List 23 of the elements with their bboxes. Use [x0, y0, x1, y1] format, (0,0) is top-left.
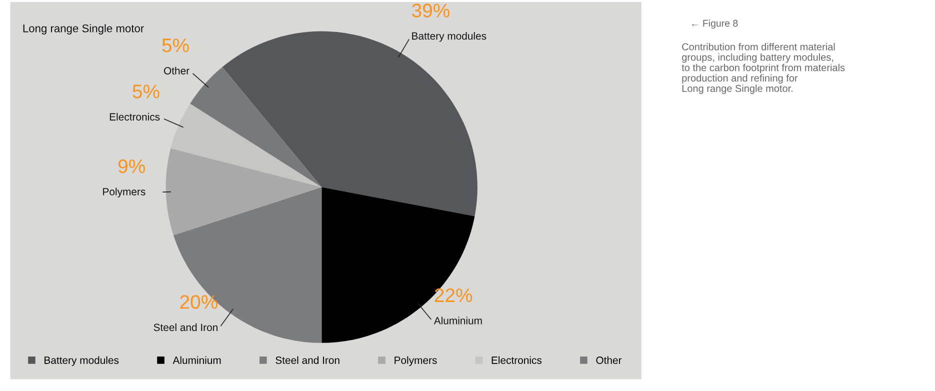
- data-label: 39%: [412, 4, 450, 18]
- text: ← Figure 8: [692, 20, 738, 29]
- slice-label: Polymers: [103, 188, 146, 198]
- legend-label: Polymers: [394, 356, 437, 366]
- data-label: 9%: [118, 159, 145, 174]
- pie-slice: [166, 148, 322, 236]
- pie-slice: [170, 104, 322, 188]
- slice-label: Other: [164, 66, 190, 74]
- slice-label: Aluminium: [434, 316, 482, 324]
- slice-label: Electronics: [110, 112, 160, 121]
- slice-label: Steel and Iron: [154, 323, 218, 332]
- text: Long range Single motor: [23, 24, 144, 35]
- data-label: 5%: [162, 38, 189, 52]
- legend-label: Steel and Iron: [276, 356, 340, 364]
- slice-label: Battery modules: [412, 32, 486, 42]
- legend-label: Electronics: [492, 356, 542, 364]
- data-label: 20%: [180, 295, 218, 309]
- legend-label: Battery modules: [44, 356, 119, 366]
- data-label: 5%: [132, 84, 160, 98]
- legend-label: Other: [596, 356, 622, 364]
- data-label: 22%: [434, 288, 472, 302]
- text: Contribution from different material groups, including battery modules, to the carbon footprint from materials production and refining for Long range Single motor.: [682, 43, 845, 94]
- legend-label: Aluminium: [172, 356, 221, 364]
